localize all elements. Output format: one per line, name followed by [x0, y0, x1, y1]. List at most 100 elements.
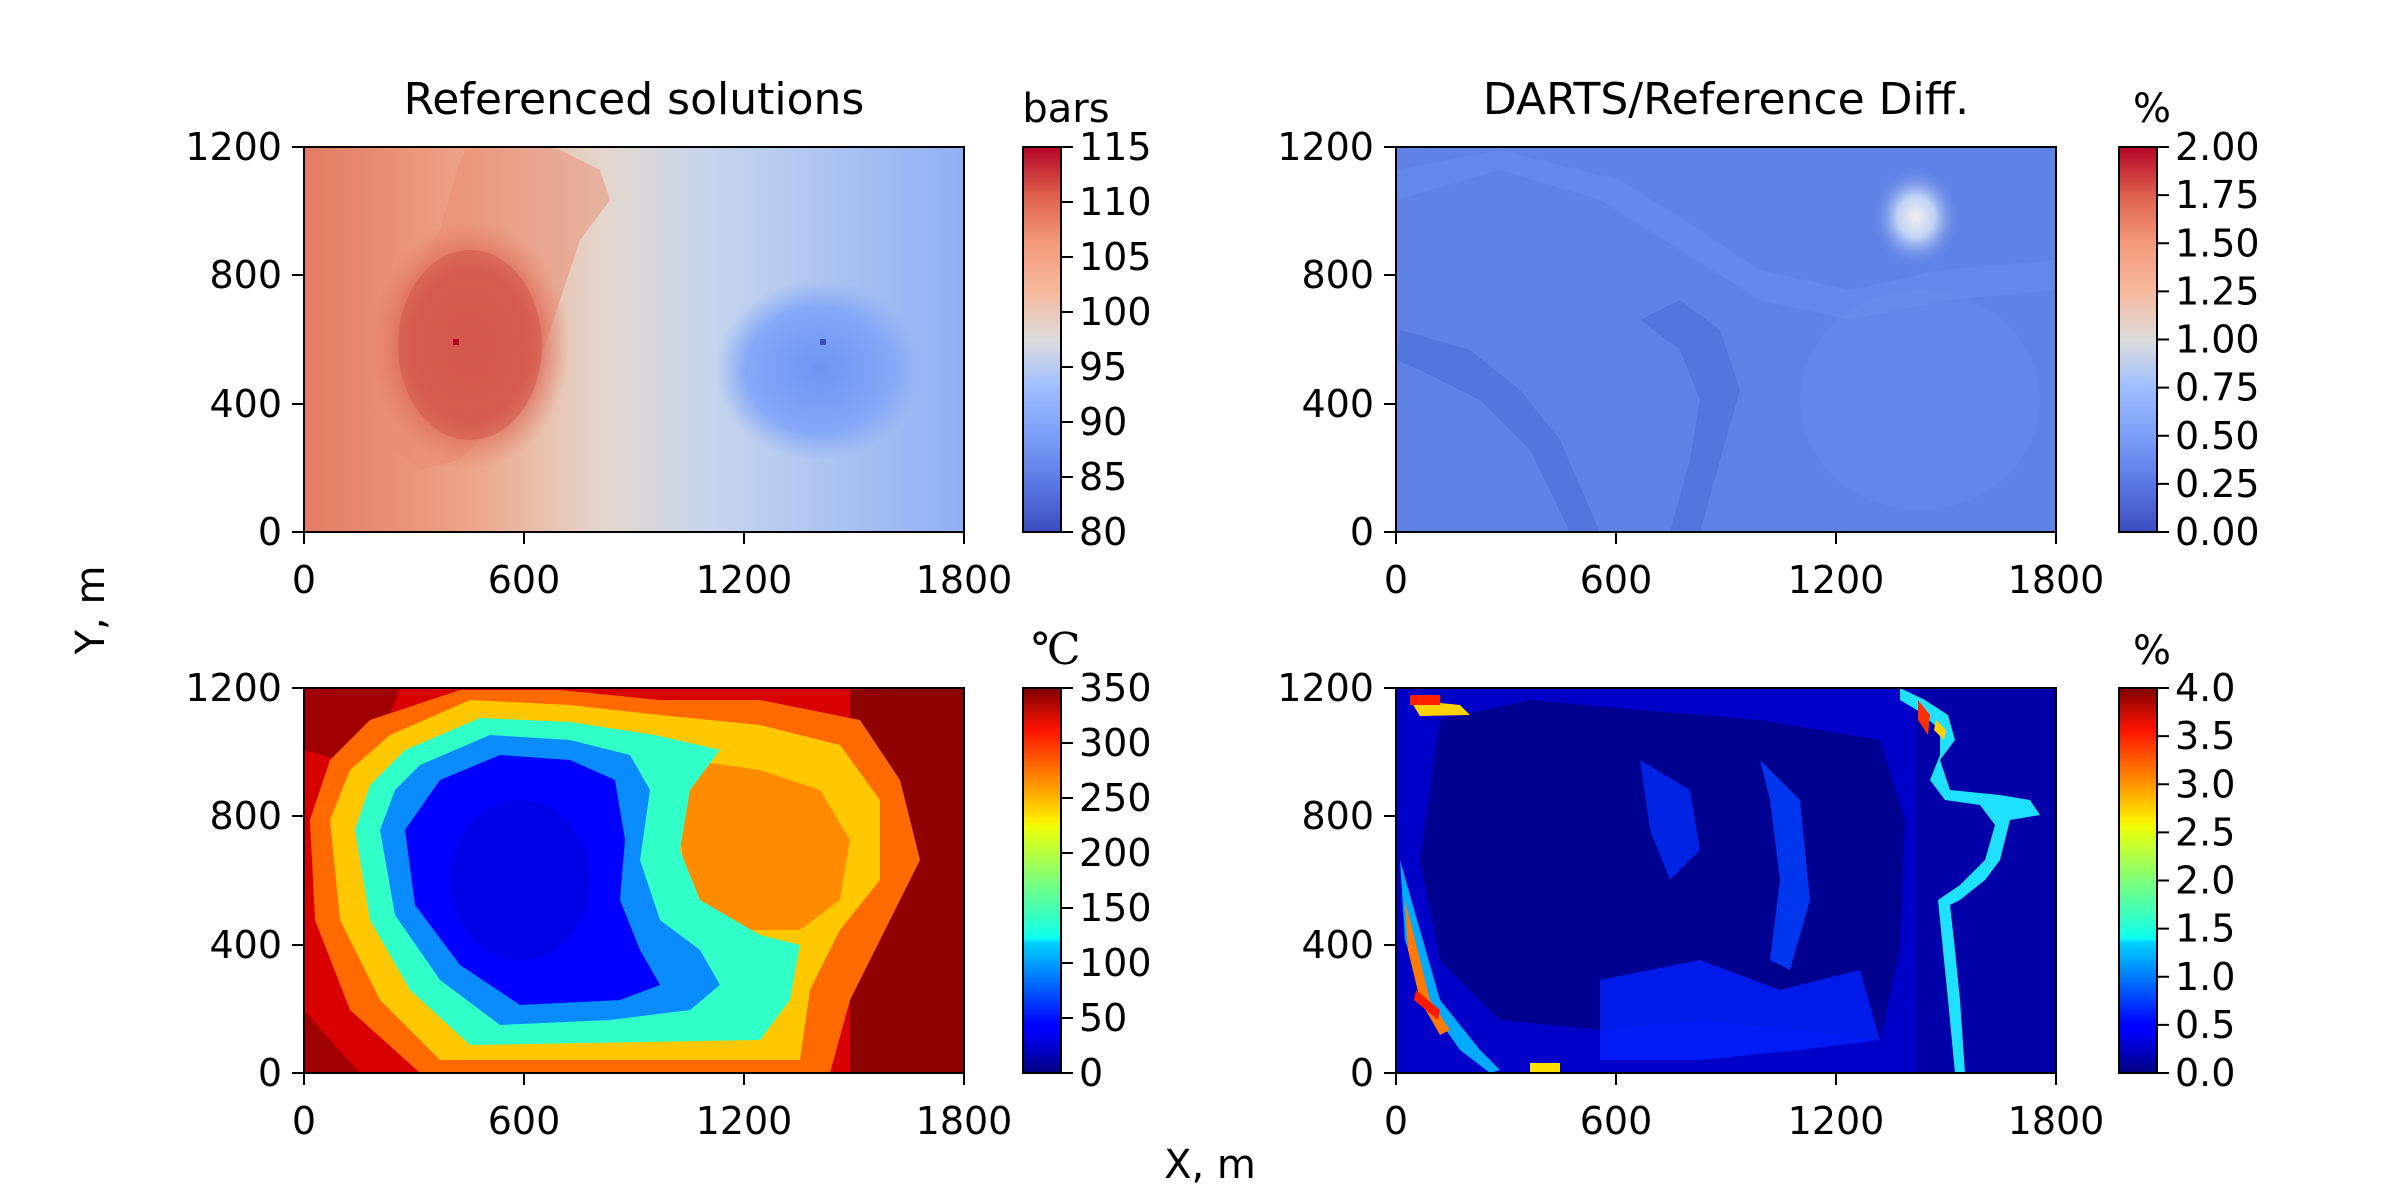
- colorbar-label: ℃: [1031, 624, 1080, 675]
- x-tick-label: 1800: [2008, 558, 2105, 602]
- x-tick-label: 600: [1580, 1099, 1653, 1143]
- x-tick-label: 0: [292, 558, 316, 602]
- colorbar-label: %: [2133, 628, 2171, 674]
- y-axis-label: Y, m: [68, 566, 114, 656]
- y-tick-label: 1200: [1277, 125, 1374, 169]
- colorbar-tick-label: 0.0: [2175, 1051, 2235, 1095]
- colorbar-tick-label: 100: [1079, 941, 1152, 985]
- colorbar-tick-label: 250: [1079, 776, 1152, 820]
- plot-frame: [1395, 687, 2057, 1074]
- colorbar-tick-label: 1.75: [2175, 173, 2260, 217]
- heatmap-field: [1396, 688, 2056, 1073]
- colorbar-tick-label: 0.5: [2175, 1003, 2235, 1047]
- colorbar: %: [2118, 86, 2171, 533]
- y-axis: 0 400 800 1200: [1277, 666, 1396, 1095]
- colorbar-tick-label: 115: [1079, 125, 1152, 169]
- heatmap-field: [304, 147, 964, 532]
- x-tick-label: 1200: [696, 558, 793, 602]
- x-axis-label: X, m: [1164, 1142, 1256, 1188]
- colorbar-tick-label: 0.25: [2175, 462, 2260, 506]
- colorbar-tick-label: 4.0: [2175, 666, 2235, 710]
- y-tick-label: 0: [258, 510, 282, 554]
- panel-pressure: Referenced solutions 0 600 1200 1800: [185, 74, 1109, 602]
- panel-temperature-diff: 0 600 1200 1800 0 400 800 1200 %: [1277, 628, 2171, 1143]
- colorbar: bars: [1022, 86, 1110, 533]
- y-tick-label: 800: [1301, 794, 1374, 838]
- x-tick-label: 600: [488, 558, 561, 602]
- x-tick-label: 1200: [696, 1099, 793, 1143]
- x-tick-label: 1800: [2008, 1099, 2105, 1143]
- plot-frame: [1395, 146, 2057, 533]
- plot-frame: [303, 687, 965, 1074]
- colorbar: ℃: [1022, 624, 1081, 1074]
- colorbar-tick-label: 2.5: [2175, 810, 2235, 854]
- y-axis: 0 400 800 1200: [185, 666, 304, 1095]
- colorbar-tick-label: 3.0: [2175, 762, 2235, 806]
- colorbar-tick-label: 0.00: [2175, 510, 2260, 554]
- y-tick-label: 400: [209, 382, 282, 426]
- x-tick-label: 1800: [916, 1099, 1013, 1143]
- y-tick-label: 1200: [185, 125, 282, 169]
- colorbar-tick-label: 85: [1079, 455, 1127, 499]
- colorbar-tick-label: 350: [1079, 666, 1152, 710]
- x-axis: 0 600 1200 1800: [292, 1073, 1012, 1143]
- colorbar-tick-label: 0.50: [2175, 414, 2260, 458]
- x-axis: 0 600 1200 1800: [1384, 532, 2104, 602]
- panel-pressure-diff: DARTS/Reference Diff. 0 600 1200 1800 0: [1277, 74, 2171, 602]
- colorbar-label: %: [2133, 86, 2171, 132]
- x-axis: 0 600 1200 1800: [1384, 1073, 2104, 1143]
- colorbar-tick-label: 1.50: [2175, 221, 2260, 265]
- y-tick-label: 0: [258, 1051, 282, 1095]
- colorbar-tick-label: 95: [1079, 345, 1127, 389]
- colorbar-tick-label: 150: [1079, 886, 1152, 930]
- colorbar-ticks: 808590951001051101150.000.250.500.751.00…: [1061, 125, 2260, 1095]
- colorbar-tick-label: 105: [1079, 235, 1152, 279]
- colorbar-tick-label: 90: [1079, 400, 1127, 444]
- colorbar-tick-label: 80: [1079, 510, 1127, 554]
- colorbar-tick-label: 50: [1079, 996, 1127, 1040]
- heatmap-field: [304, 688, 964, 1073]
- colorbar-tick-label: 2.0: [2175, 859, 2235, 903]
- y-tick-label: 800: [1301, 253, 1374, 297]
- x-tick-label: 0: [292, 1099, 316, 1143]
- colorbar-tick-label: 1.00: [2175, 318, 2260, 362]
- x-tick-label: 0: [1384, 1099, 1408, 1143]
- x-tick-label: 1200: [1788, 558, 1885, 602]
- colorbar-tick-label: 0: [1079, 1051, 1103, 1095]
- colorbar-tick-label: 200: [1079, 831, 1152, 875]
- colorbar-tick-label: 1.0: [2175, 955, 2235, 999]
- x-tick-label: 600: [488, 1099, 561, 1143]
- y-tick-label: 400: [209, 923, 282, 967]
- heatmap-field: [1396, 147, 2056, 532]
- colorbar-tick-label: 110: [1079, 180, 1152, 224]
- x-tick-label: 600: [1580, 558, 1653, 602]
- x-tick-label: 1800: [916, 558, 1013, 602]
- x-axis: 0 600 1200 1800: [292, 532, 1012, 602]
- panel-title: Referenced solutions: [404, 74, 865, 125]
- y-tick-label: 1200: [185, 666, 282, 710]
- colorbar-tick-label: 2.00: [2175, 125, 2260, 169]
- colorbar-label: bars: [1022, 86, 1109, 132]
- y-axis: 0 400 800 1200: [185, 125, 304, 554]
- y-axis: 0 400 800 1200: [1277, 125, 1396, 554]
- y-tick-label: 0: [1350, 510, 1374, 554]
- x-tick-label: 1200: [1788, 1099, 1885, 1143]
- colorbar-tick-label: 100: [1079, 290, 1152, 334]
- y-tick-label: 800: [209, 253, 282, 297]
- panel-temperature: 0 600 1200 1800 0 400 800 1200 ℃: [185, 624, 1080, 1143]
- y-tick-label: 400: [1301, 382, 1374, 426]
- colorbar-tick-label: 3.5: [2175, 714, 2235, 758]
- x-tick-label: 0: [1384, 558, 1408, 602]
- y-tick-label: 800: [209, 794, 282, 838]
- colorbar-tick-label: 1.25: [2175, 269, 2260, 313]
- y-tick-label: 400: [1301, 923, 1374, 967]
- y-tick-label: 1200: [1277, 666, 1374, 710]
- colorbar-tick-label: 0.75: [2175, 366, 2260, 410]
- panel-title: DARTS/Reference Diff.: [1483, 74, 1969, 125]
- y-tick-label: 0: [1350, 1051, 1374, 1095]
- colorbar: %: [2118, 628, 2171, 1074]
- colorbar-tick-label: 300: [1079, 721, 1152, 765]
- plot-frame: [303, 146, 965, 533]
- colorbar-tick-label: 1.5: [2175, 907, 2235, 951]
